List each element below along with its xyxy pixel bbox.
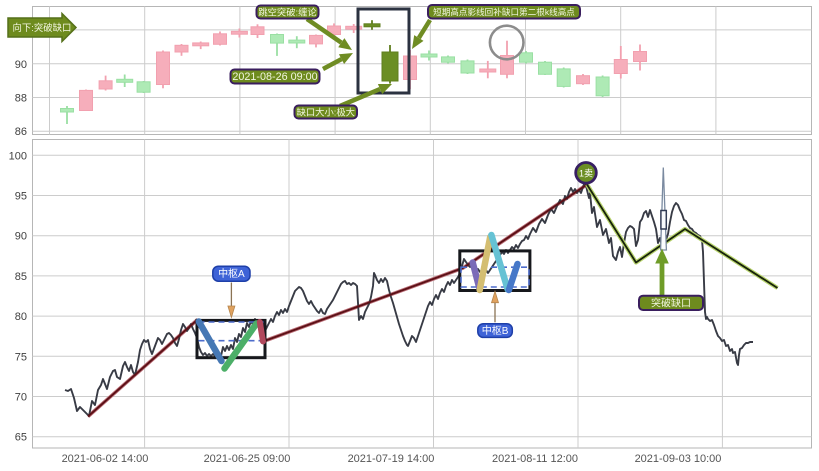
svg-text:缺口大小:极大: 缺口大小:极大 bbox=[297, 106, 355, 117]
svg-text:2021-06-02 14:00: 2021-06-02 14:00 bbox=[62, 453, 149, 465]
svg-text:70: 70 bbox=[15, 392, 27, 404]
svg-text:65: 65 bbox=[15, 432, 27, 444]
svg-text:突破缺口: 突破缺口 bbox=[651, 296, 691, 309]
svg-text:90: 90 bbox=[15, 59, 27, 71]
svg-text:2021-09-03 10:00: 2021-09-03 10:00 bbox=[635, 453, 722, 465]
svg-text:中枢B: 中枢B bbox=[482, 324, 509, 337]
svg-text:80: 80 bbox=[15, 311, 27, 323]
svg-text:86: 86 bbox=[15, 126, 27, 138]
svg-text:100: 100 bbox=[9, 150, 27, 162]
svg-text:90: 90 bbox=[15, 231, 27, 243]
svg-text:中枢A: 中枢A bbox=[218, 267, 245, 280]
svg-text:95: 95 bbox=[15, 191, 27, 203]
svg-text:1卖: 1卖 bbox=[579, 168, 593, 178]
svg-text:向下:突破缺口: 向下:突破缺口 bbox=[13, 22, 72, 33]
svg-text:2021-07-19 14:00: 2021-07-19 14:00 bbox=[348, 453, 435, 465]
svg-text:85: 85 bbox=[15, 271, 27, 283]
svg-text:88: 88 bbox=[15, 93, 27, 105]
svg-text:2021-08-26 09:00: 2021-08-26 09:00 bbox=[232, 71, 317, 83]
svg-text:75: 75 bbox=[15, 351, 27, 363]
svg-text:跳空突破:缠论: 跳空突破:缠论 bbox=[258, 6, 317, 17]
svg-text:短期高点影线回补缺口第二根k线高点: 短期高点影线回补缺口第二根k线高点 bbox=[433, 6, 575, 17]
svg-text:2021-08-11 12:00: 2021-08-11 12:00 bbox=[492, 453, 578, 465]
svg-text:2021-06-25 09:00: 2021-06-25 09:00 bbox=[204, 453, 291, 465]
